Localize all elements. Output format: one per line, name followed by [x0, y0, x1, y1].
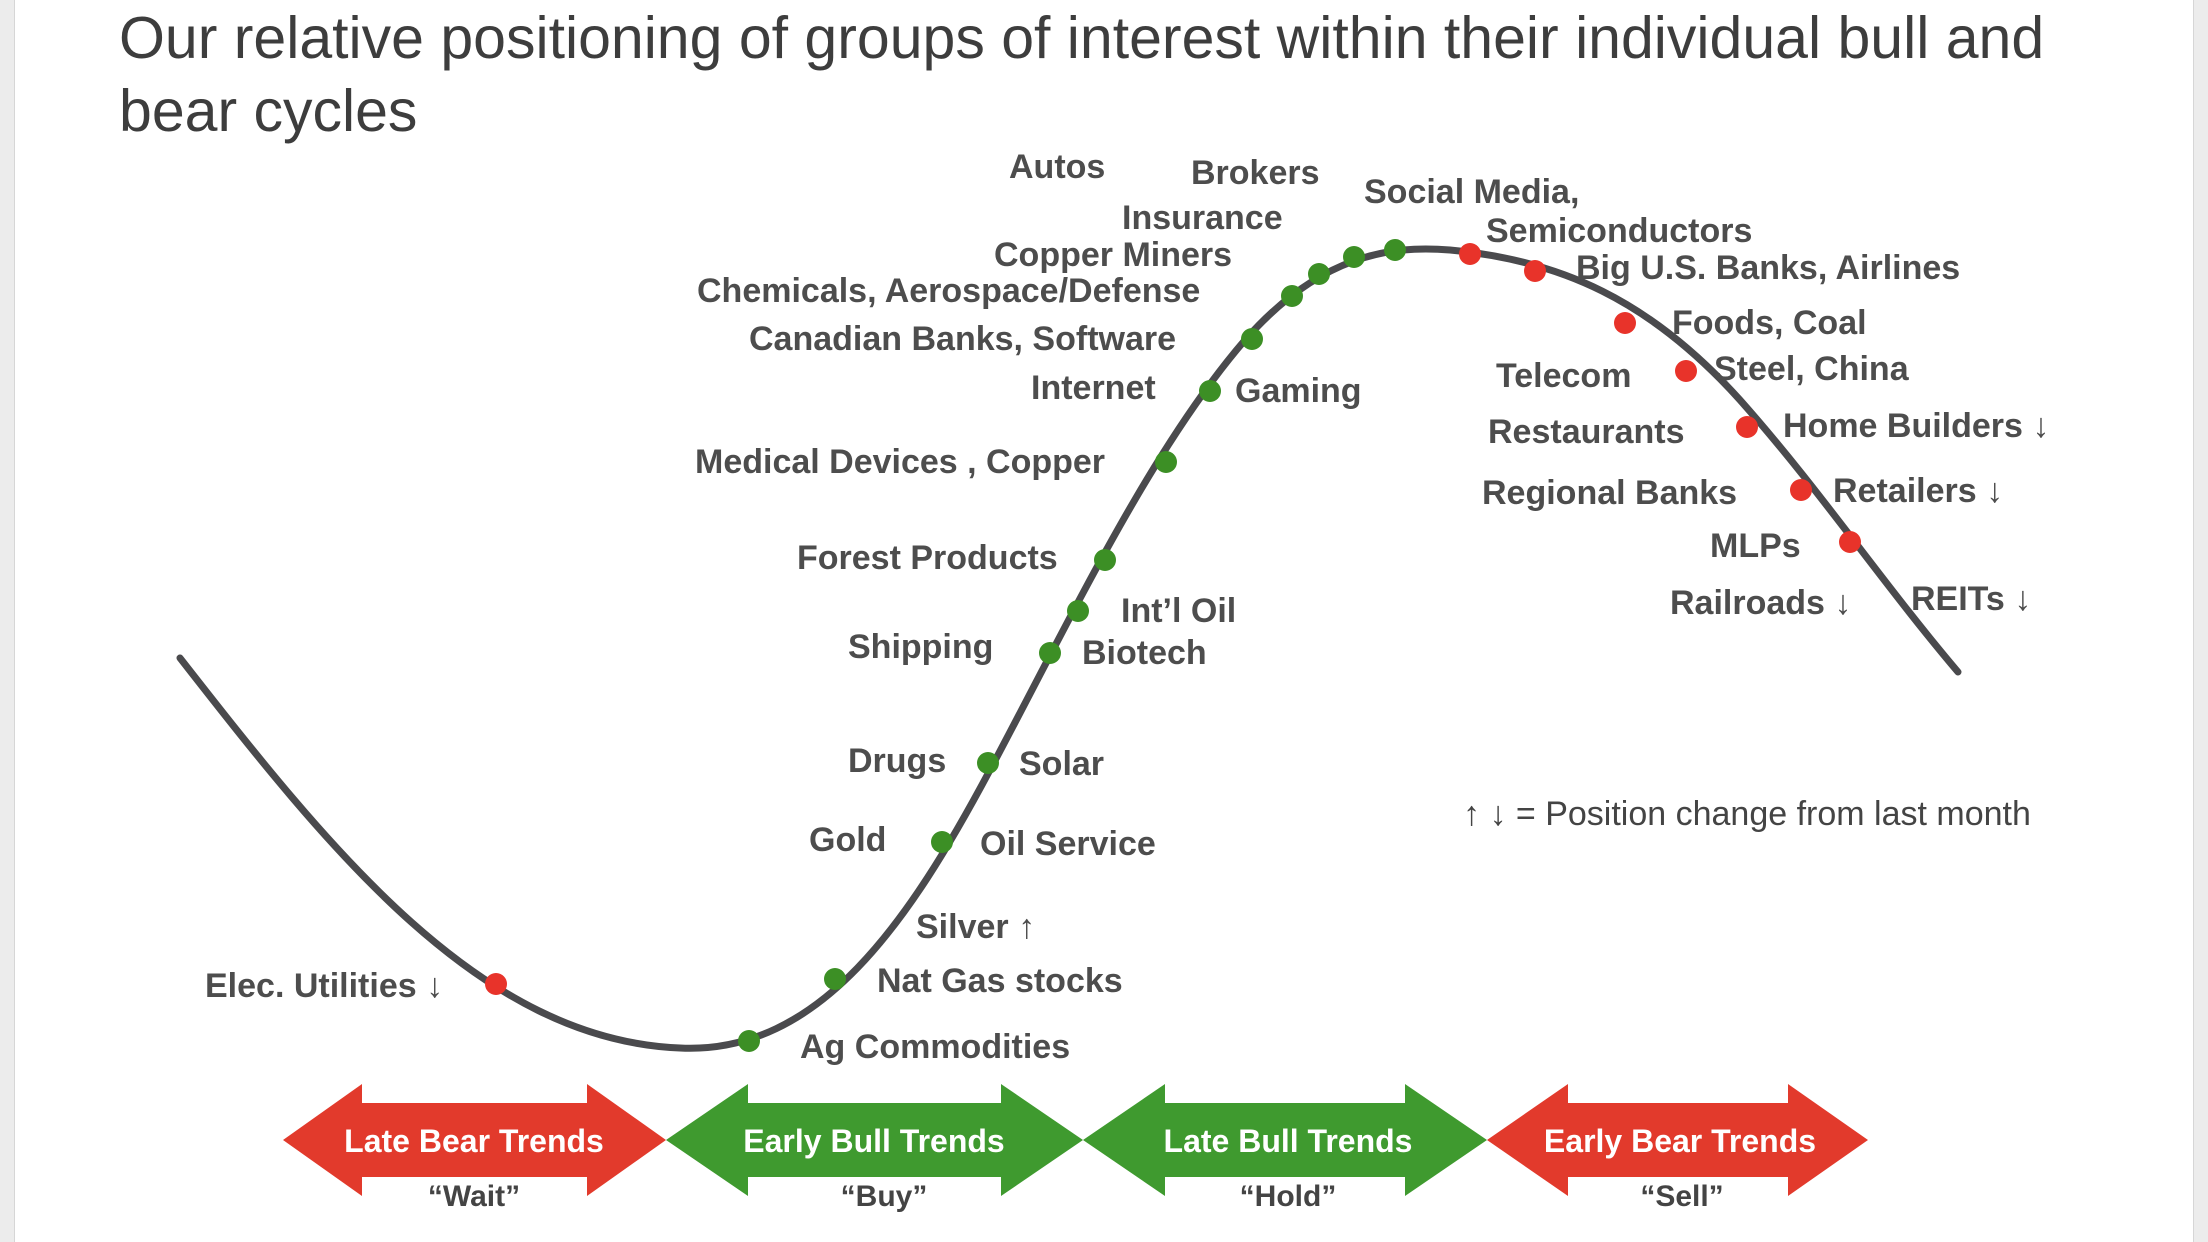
label-insurance: Insurance [1122, 199, 1283, 237]
legend-note: ↑ ↓ = Position change from last month [1463, 795, 2031, 833]
label-regional-banks: Regional Banks [1482, 474, 1737, 512]
cycle-curve [176, 245, 1962, 1052]
label-drugs: Drugs [848, 742, 946, 780]
label-railroads: Railroads ↓ [1670, 584, 1851, 622]
dot-chemicals-aerospace [1281, 285, 1303, 307]
label-restaurants: Restaurants [1488, 413, 1685, 451]
label-silver: Silver ↑ [916, 908, 1035, 946]
dot-mlps [1839, 531, 1861, 553]
slide-title: Our relative positioning of groups of in… [119, 5, 2045, 144]
label-steel-china: Steel, China [1714, 350, 1910, 388]
label-foods-coal: Foods, Coal [1672, 304, 1867, 342]
label-biotech: Biotech [1082, 634, 1207, 672]
label-shipping: Shipping [848, 628, 993, 666]
label-solar: Solar [1019, 745, 1104, 783]
label-medical-devices-copper: Medical Devices , Copper [695, 443, 1105, 481]
phase-arrows: Late Bear Trends Early Bull Trends Late … [283, 1084, 1868, 1213]
label-internet: Internet [1031, 369, 1156, 407]
label-social-media: Social Media, [1364, 173, 1579, 211]
label-home-builders: Home Builders ↓ [1783, 407, 2049, 445]
phase-arrow-early-bull [666, 1084, 1083, 1196]
dot-elec-utilities [485, 973, 507, 995]
dot-insurance [1343, 246, 1365, 268]
label-gold: Gold [809, 821, 886, 859]
dot-home-builders [1736, 416, 1758, 438]
label-reits: REITs ↓ [1911, 580, 2031, 618]
group-labels: Elec. Utilities ↓ Ag Commodities Nat Gas… [205, 148, 2049, 1066]
phase-action-hold: “Hold” [1240, 1180, 1337, 1213]
label-oil-service: Oil Service [980, 825, 1156, 863]
phase-arrow-late-bear [283, 1084, 666, 1196]
phase-action-buy: “Buy” [841, 1180, 928, 1213]
dot-social-media [1459, 243, 1481, 265]
label-brokers: Brokers [1191, 154, 1320, 192]
dot-steel-china [1675, 360, 1697, 382]
phase-label-late-bull: Late Bull Trends [1164, 1123, 1413, 1159]
slide-right-edge [2193, 0, 2208, 1242]
dot-retailers [1790, 479, 1812, 501]
dot-copper-miners [1308, 263, 1330, 285]
dot-brokers [1384, 239, 1406, 261]
label-chemicals-aerospace: Chemicals, Aerospace/Defense [697, 272, 1200, 310]
label-gaming: Gaming [1235, 372, 1362, 410]
label-forest-products: Forest Products [797, 539, 1058, 577]
slide-left-edge [0, 0, 15, 1242]
phase-arrow-early-bear [1487, 1084, 1868, 1196]
phase-action-sell: “Sell” [1640, 1180, 1723, 1213]
dot-ag-commodities [738, 1030, 760, 1052]
dot-nat-gas-stocks [824, 968, 846, 990]
label-elec-utilities: Elec. Utilities ↓ [205, 967, 443, 1005]
label-big-us-banks-airlines: Big U.S. Banks, Airlines [1576, 249, 1960, 287]
dot-drugs [977, 752, 999, 774]
label-copper-miners: Copper Miners [994, 236, 1232, 274]
label-retailers: Retailers ↓ [1833, 472, 2003, 510]
dot-shipping [1039, 642, 1061, 664]
dot-big-us-banks [1524, 260, 1546, 282]
phase-label-late-bear: Late Bear Trends [344, 1123, 604, 1159]
dot-foods-coal [1614, 312, 1636, 334]
dot-intl-oil [1067, 600, 1089, 622]
dot-forest-products [1094, 549, 1116, 571]
phase-label-early-bull: Early Bull Trends [743, 1123, 1004, 1159]
label-ag-commodities: Ag Commodities [800, 1028, 1070, 1066]
label-semiconductors: Semiconductors [1486, 212, 1752, 250]
phase-arrow-late-bull [1083, 1084, 1487, 1196]
dot-canadian-banks-software [1241, 328, 1263, 350]
label-nat-gas-stocks: Nat Gas stocks [877, 962, 1123, 1000]
dot-medical-devices-copper [1155, 451, 1177, 473]
label-mlps: MLPs [1710, 527, 1801, 565]
phase-label-early-bear: Early Bear Trends [1544, 1123, 1816, 1159]
dot-gold [931, 831, 953, 853]
label-canadian-banks-software: Canadian Banks, Software [749, 320, 1176, 358]
phase-action-wait: “Wait” [428, 1180, 520, 1213]
dot-internet [1199, 380, 1221, 402]
group-dots [485, 239, 1861, 1052]
label-intl-oil: Int’l Oil [1121, 592, 1236, 630]
label-autos: Autos [1009, 148, 1105, 186]
label-telecom: Telecom [1496, 357, 1631, 395]
